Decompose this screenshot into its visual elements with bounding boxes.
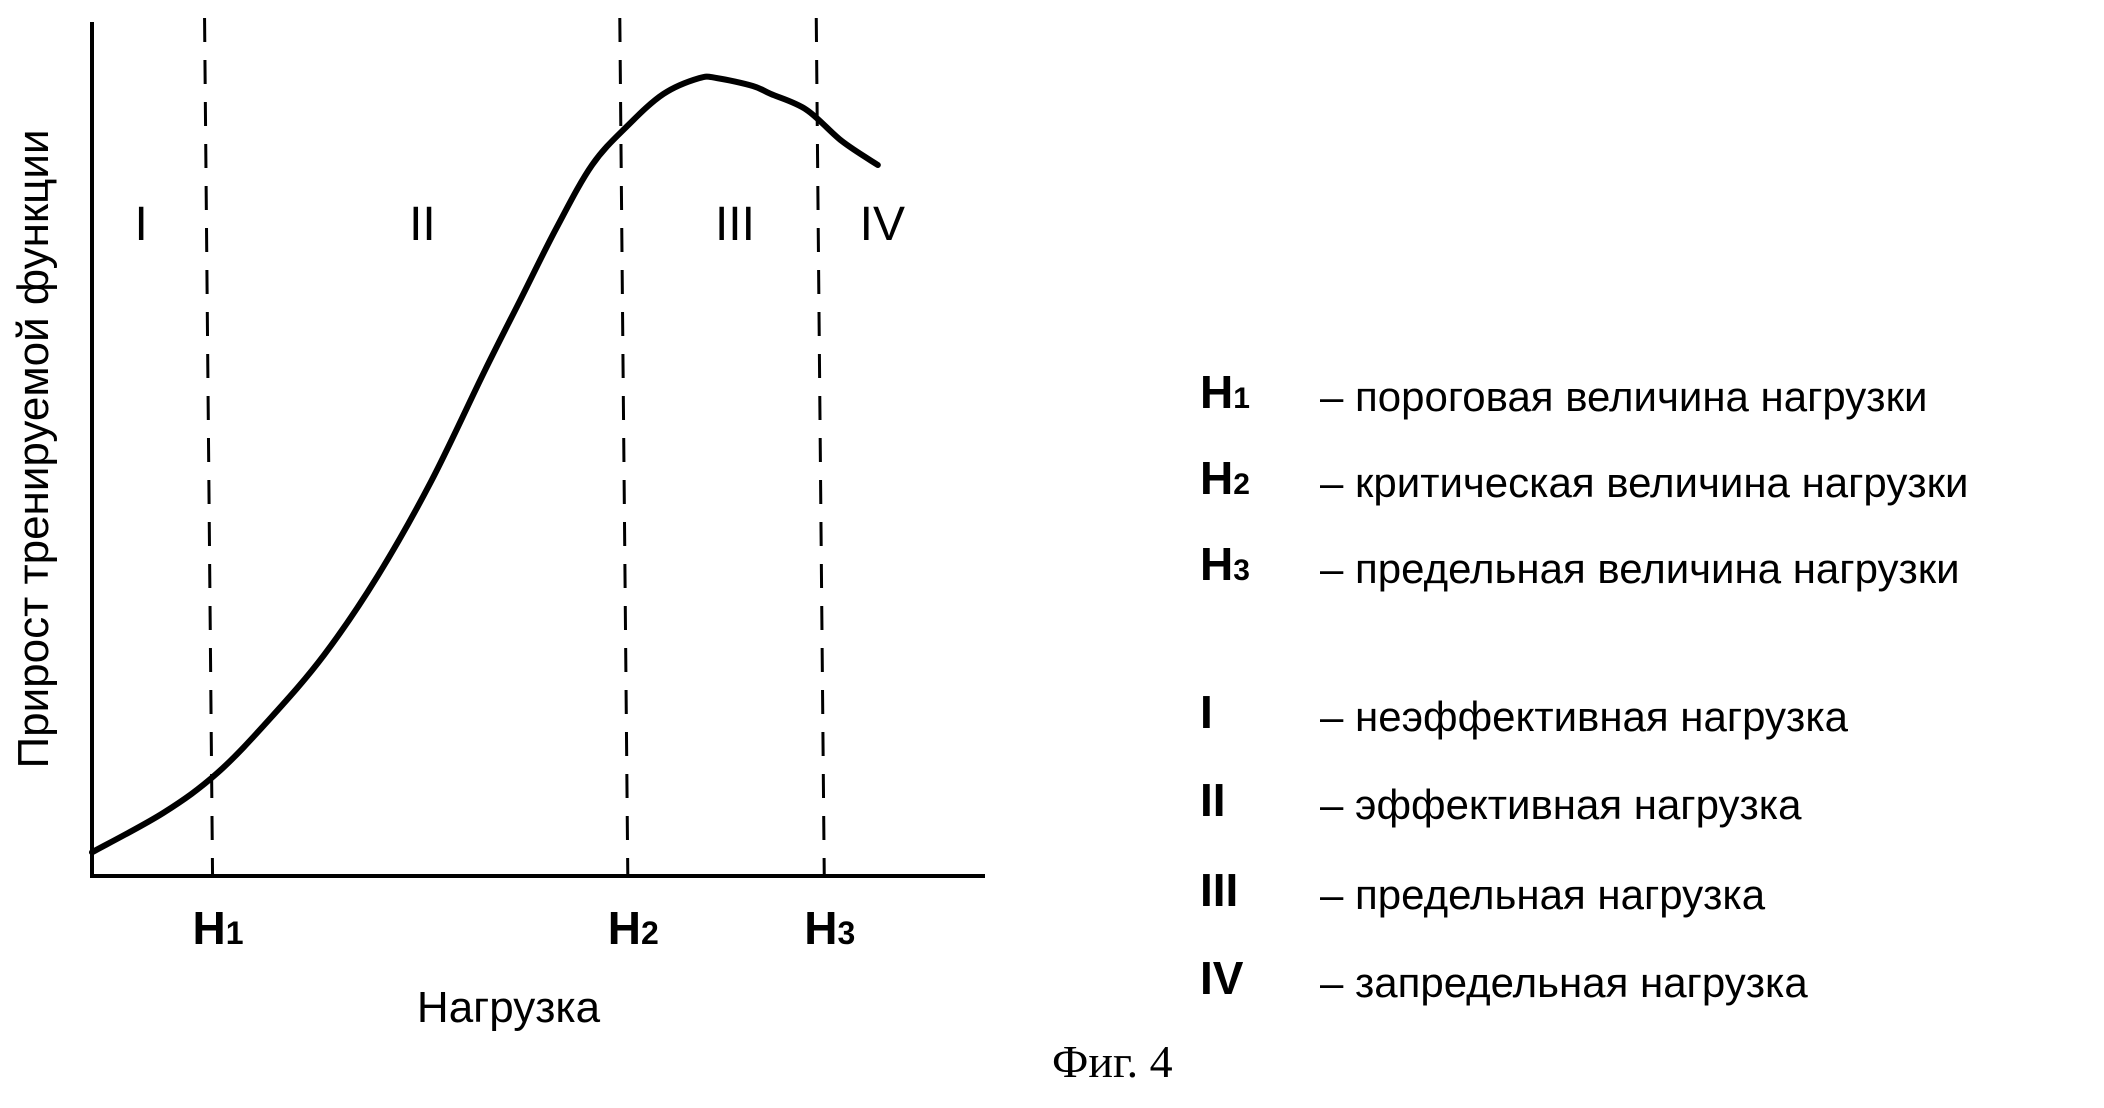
legend-key: H1: [1200, 365, 1310, 419]
legend-item: H1– пороговая величина нагрузки: [1200, 365, 2080, 425]
legend-description: – эффективная нагрузка: [1320, 781, 1801, 829]
threshold-tick-2: H2: [608, 902, 659, 954]
legend-description: – запредельная нагрузка: [1320, 959, 1808, 1007]
legend-key: H2: [1200, 451, 1310, 505]
legend-description: – предельная величина нагрузки: [1320, 545, 1960, 593]
legend-item: H3– предельная величина нагрузки: [1200, 537, 2080, 597]
zone-label-3: III: [715, 198, 755, 251]
threshold-lines: [205, 18, 825, 876]
legend-item: II– эффективная нагрузка: [1200, 773, 2080, 833]
legend-description: – пороговая величина нагрузки: [1320, 373, 1927, 421]
legend-description: – неэффективная нагрузка: [1320, 693, 1848, 741]
legend-description: – критическая величина нагрузки: [1320, 459, 1968, 507]
zone-label-4: IV: [860, 198, 905, 251]
legend-item: I– неэффективная нагрузка: [1200, 685, 2080, 745]
y-axis-label: Прирост тренируемой функции: [9, 129, 58, 768]
zone-label-1: I: [134, 198, 147, 251]
threshold-tick-1: H1: [193, 902, 244, 954]
legend-key: III: [1200, 863, 1310, 917]
zone-label-2: II: [409, 198, 436, 251]
x-axis-label: Нагрузка: [417, 983, 601, 1032]
legend-item: IV– запредельная нагрузка: [1200, 951, 2080, 1011]
threshold-line-2: [620, 18, 628, 876]
legend-key: I: [1200, 685, 1310, 739]
legend-description: – предельная нагрузка: [1320, 871, 1765, 919]
threshold-line-3: [816, 18, 824, 876]
threshold-line-1: [205, 18, 213, 876]
threshold-tick-3: H3: [804, 902, 855, 954]
figure-caption: Фиг. 4: [1052, 1035, 1173, 1088]
legend-key: II: [1200, 773, 1310, 827]
legend-item: III– предельная нагрузка: [1200, 863, 2080, 923]
threshold-tick-labels: H1 H2 H3: [193, 902, 856, 954]
legend-key: IV: [1200, 951, 1310, 1005]
legend-key: H3: [1200, 537, 1310, 591]
zone-labels: IIIIIIIV: [134, 198, 905, 251]
legend-item: H2– критическая величина нагрузки: [1200, 451, 2080, 511]
